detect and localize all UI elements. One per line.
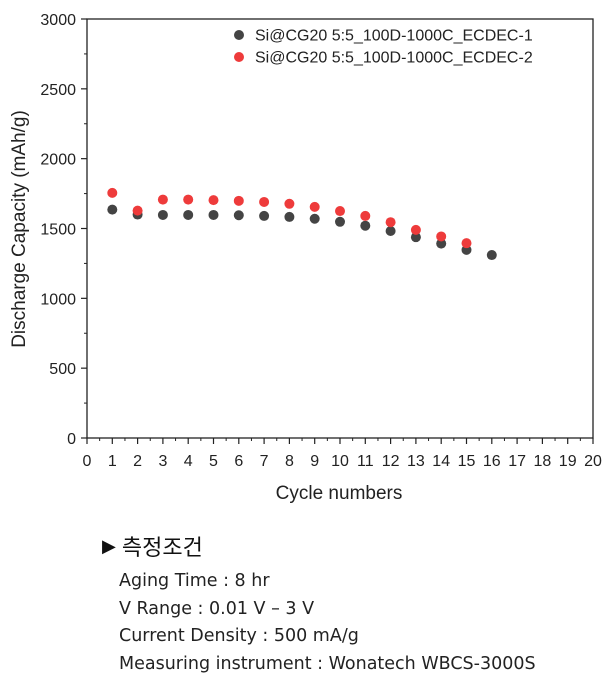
x-tick-label: 11 bbox=[357, 453, 374, 470]
chart-legend: Si@CG20 5:5_100D-1000C_ECDEC-1 Si@CG20 5:… bbox=[234, 28, 533, 67]
series-1-point bbox=[486, 250, 497, 261]
legend-label-1: Si@CG20 5:5_100D-1000C_ECDEC-1 bbox=[255, 28, 533, 45]
x-tick-label: 17 bbox=[508, 453, 526, 470]
measurement-conditions: ▶ 측정조건 Aging Time : 8 hr V Range : 0.01 … bbox=[102, 530, 536, 678]
plot-frame bbox=[86, 18, 594, 439]
y-tick-label: 2500 bbox=[40, 82, 76, 99]
x-tick-label: 2 bbox=[133, 453, 142, 470]
chart-axes bbox=[86, 18, 594, 439]
x-tick-label: 16 bbox=[483, 453, 501, 470]
x-tick-label: 0 bbox=[83, 453, 92, 470]
conditions-title: 측정조건 bbox=[121, 536, 203, 561]
series-2-point bbox=[410, 224, 421, 235]
series-2-point bbox=[208, 195, 219, 206]
y-tick-label: 0 bbox=[67, 431, 76, 448]
series-1-point bbox=[107, 204, 118, 215]
series-1-point bbox=[284, 211, 295, 222]
x-tick-label: 20 bbox=[584, 453, 602, 470]
chart-ticks: 0 1 2 3 4 5 6 7 8 9 10 11 12 13 14 15 16 17 18 19 2005001000… bbox=[40, 12, 602, 470]
series-1-point bbox=[309, 213, 320, 224]
x-tick-label: 15 bbox=[458, 453, 476, 470]
discharge-capacity-chart: 0 1 2 3 4 5 6 7 8 9 10 11 12 13 14 15 16 17 18 19 2005001000… bbox=[9, 12, 602, 504]
series-1-point bbox=[208, 209, 219, 220]
series-1-point bbox=[436, 238, 447, 249]
x-tick-label: 4 bbox=[184, 453, 193, 470]
series-1-point bbox=[183, 209, 194, 220]
legend-marker-1 bbox=[234, 30, 244, 40]
y-tick-label: 2000 bbox=[40, 152, 76, 169]
condition-current-density: Current Density : 500 mA/g bbox=[119, 626, 359, 646]
condition-aging-time: Aging Time : 8 hr bbox=[119, 571, 270, 591]
x-tick-label: 14 bbox=[432, 453, 450, 470]
x-tick-label: 6 bbox=[234, 453, 243, 470]
series-2-point bbox=[385, 217, 396, 228]
y-tick-label: 1000 bbox=[40, 291, 76, 308]
condition-instrument: Measuring instrument : Wonatech WBCS-300… bbox=[119, 653, 536, 674]
series-2-point bbox=[259, 196, 270, 207]
legend-label-2: Si@CG20 5:5_100D-1000C_ECDEC-2 bbox=[255, 50, 533, 67]
triangle-bullet-icon: ▶ bbox=[102, 535, 116, 557]
series-1-point bbox=[259, 210, 270, 221]
series-2-point bbox=[107, 187, 118, 198]
legend-marker-2 bbox=[234, 52, 244, 62]
series-2-point bbox=[436, 231, 447, 242]
x-tick-label: 10 bbox=[331, 453, 349, 470]
x-tick-label: 19 bbox=[559, 453, 577, 470]
conditions-header: ▶ 측정조건 bbox=[102, 530, 536, 562]
series-1-point bbox=[385, 226, 396, 237]
series-2-point bbox=[183, 194, 194, 205]
y-tick-label: 3000 bbox=[40, 12, 76, 29]
x-tick-label: 12 bbox=[382, 453, 400, 470]
condition-voltage-range: V Range : 0.01 V – 3 V bbox=[119, 598, 315, 619]
series-2-point bbox=[360, 210, 371, 221]
series-1-point bbox=[233, 210, 244, 221]
x-tick-label: 8 bbox=[285, 453, 294, 470]
series-1-point bbox=[157, 209, 168, 220]
series-2-point bbox=[284, 198, 295, 209]
series-2-point bbox=[132, 205, 143, 216]
x-tick-label: 3 bbox=[158, 453, 167, 470]
x-tick-label: 5 bbox=[209, 453, 218, 470]
series-2-point bbox=[461, 238, 472, 249]
x-tick-label: 9 bbox=[310, 453, 319, 470]
x-tick-label: 18 bbox=[534, 453, 552, 470]
chart-points bbox=[107, 187, 497, 261]
series-2-point bbox=[309, 201, 320, 212]
y-tick-label: 1500 bbox=[40, 222, 76, 239]
y-tick-label: 500 bbox=[49, 361, 76, 378]
series-2-point bbox=[233, 195, 244, 206]
x-tick-label: 7 bbox=[260, 453, 269, 470]
x-tick-label: 13 bbox=[407, 453, 425, 470]
x-tick-label: 1 bbox=[108, 453, 117, 470]
conditions-list: Aging Time : 8 hr V Range : 0.01 V – 3 V… bbox=[119, 568, 536, 678]
x-axis-title: Cycle numbers bbox=[276, 483, 403, 504]
series-1-point bbox=[410, 232, 421, 243]
series-1-point bbox=[335, 216, 345, 227]
y-axis-title: Discharge Capacity (mAh/g) bbox=[9, 110, 30, 348]
series-2-point bbox=[157, 194, 168, 205]
series-2-point bbox=[335, 206, 345, 217]
series-1-point bbox=[360, 220, 371, 231]
